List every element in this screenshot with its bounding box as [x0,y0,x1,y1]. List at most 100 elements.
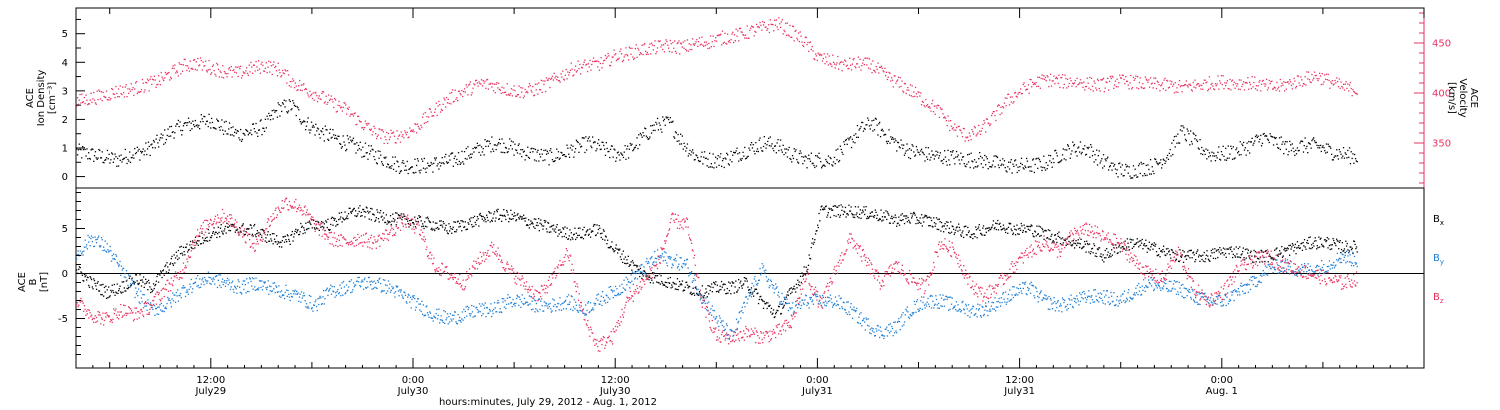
bx-point [466,228,469,230]
velocity-point [1186,84,1188,87]
density-point [121,161,123,163]
velocity-point [169,79,171,81]
velocity-point [746,25,748,27]
velocity-point [1041,74,1043,76]
bx-point [236,229,239,231]
bx-point [520,218,523,220]
density-point [675,132,677,134]
density-point [874,117,877,119]
density-point [921,151,924,153]
velocity-point [642,53,644,56]
bx-point [518,218,521,220]
density-point [1055,149,1057,151]
velocity-point [246,72,249,74]
bx-point [142,281,144,283]
bx-point [347,213,350,215]
velocity-point [543,83,545,86]
density-point [916,149,918,151]
density-point [639,132,642,135]
bx-point [1088,243,1091,245]
density-point [449,159,451,161]
density-point [1218,146,1220,148]
density-point [227,133,229,135]
bx-point [338,218,340,221]
bx-point [841,206,844,208]
velocity-point [1295,85,1298,88]
density-point [873,129,876,131]
velocity-point [429,108,431,110]
bx-point [349,207,351,209]
bx-point [414,216,416,218]
density-point [236,130,238,132]
velocity-point [468,84,470,86]
density-point [1242,144,1244,147]
bx-point [1022,231,1024,233]
bx-point [760,295,762,298]
velocity-point [657,40,660,42]
density-point [95,157,97,159]
velocity-point [414,123,416,125]
density-point [446,162,449,164]
bx-point [1081,247,1084,249]
bx-point [464,226,466,228]
velocity-point [692,43,695,45]
velocity-point [1155,87,1158,90]
density-point [583,137,585,139]
bx-point [520,216,522,218]
bx-point [309,222,311,224]
velocity-point [214,73,216,75]
velocity-point [432,115,434,117]
density-point [1030,166,1032,168]
bx-point [871,211,873,213]
bx-point [264,240,266,242]
velocity-point [604,54,607,57]
velocity-point [312,92,314,94]
velocity-point [881,67,883,70]
velocity-point [1282,84,1284,86]
bx-point [1155,251,1158,253]
velocity-point [880,65,883,67]
density-point [956,156,959,158]
density-point [908,148,911,150]
bx-point [1356,251,1358,253]
velocity-point [796,37,798,39]
density-point [267,118,269,120]
velocity-point [828,55,830,57]
density-point [1025,166,1027,169]
bx-point [845,216,847,218]
velocity-tick-label: 400 [1432,89,1451,100]
density-point [1143,173,1146,175]
bx-point [524,220,526,222]
bx-point [809,257,811,260]
velocity-point [295,85,297,87]
density-point [125,156,127,158]
density-point [1208,152,1211,154]
bx-point [461,230,463,232]
density-point [1222,145,1224,147]
bx-point [395,224,397,226]
velocity-point [678,40,680,42]
by-point [103,249,106,251]
density-point [813,164,815,167]
density-point [294,105,296,107]
bx-point [487,219,489,222]
velocity-point [546,79,548,81]
density-point [1319,144,1322,146]
velocity-point [174,64,176,66]
bx-point [425,217,427,219]
bx-point [799,275,802,277]
bx-point [1055,238,1057,240]
bx-point [888,214,890,216]
bx-point [243,230,245,232]
density-point [1061,159,1063,161]
velocity-point [503,87,505,89]
density-point [768,137,770,139]
velocity-point [695,41,697,43]
bx-point [197,240,199,242]
bx-point [874,215,876,217]
velocity-point [1071,85,1073,87]
velocity-point [931,103,933,105]
velocity-point [475,80,477,82]
velocity-point [484,80,486,82]
velocity-point [344,102,346,104]
